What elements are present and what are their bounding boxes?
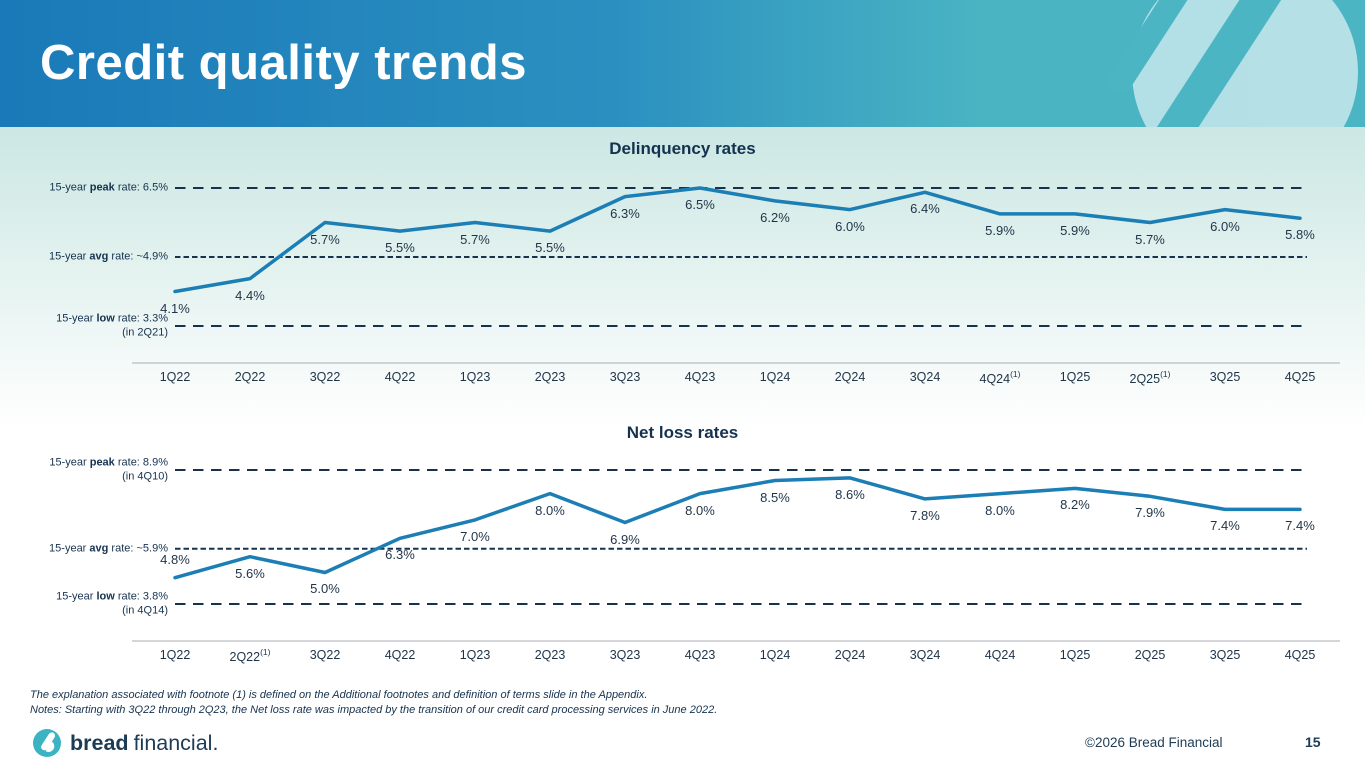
brand-period: . — [212, 730, 219, 755]
bread-mark-watermark-icon — [1108, 0, 1358, 127]
series-line — [173, 476, 1302, 580]
charts-region-background — [0, 127, 1365, 768]
slide-header: Credit quality trends — [0, 0, 1365, 127]
series-line — [173, 186, 1302, 294]
bread-logo-icon — [33, 729, 61, 757]
footnote-line-1: The explanation associated with footnote… — [30, 689, 648, 701]
brand-name-regular: financial — [133, 730, 213, 755]
footnote-line-2: Notes: Starting with 3Q22 through 2Q23, … — [30, 704, 718, 716]
copyright-text: ©2026 Bread Financial — [1085, 735, 1223, 750]
footnotes: The explanation associated with footnote… — [30, 688, 717, 718]
slide-title: Credit quality trends — [40, 36, 527, 90]
bread-financial-logo: bread financial. — [33, 729, 218, 757]
page-number: 15 — [1305, 734, 1321, 750]
brand-name-bold: bread — [70, 730, 129, 755]
